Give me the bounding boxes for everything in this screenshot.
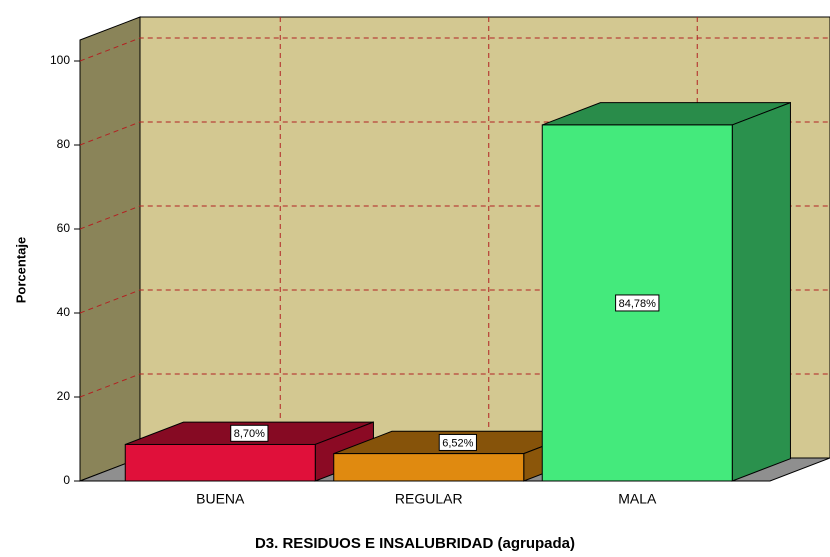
bar-front (124, 443, 316, 482)
x-tick-label: REGULAR (395, 491, 463, 507)
grid-line (79, 37, 830, 62)
value-label: 6,52% (442, 437, 473, 449)
value-label-box (230, 424, 269, 442)
chart-title: D3. RESIDUOS E INSALUBRIDAD (agrupada) (255, 535, 575, 552)
y-tick-label: 60 (57, 221, 71, 235)
bar (541, 101, 791, 482)
x-tick-label: MALA (618, 491, 657, 507)
y-tick-label: 20 (57, 389, 71, 403)
y-tick-label: 100 (50, 53, 70, 67)
bar (124, 421, 374, 482)
y-tick-label: 80 (57, 137, 71, 151)
left-wall (79, 16, 141, 482)
y-tick-label: 0 (63, 473, 70, 487)
value-label: 84,78% (619, 298, 657, 310)
y-tick-label: 40 (57, 305, 71, 319)
bar-front (333, 453, 525, 482)
y-axis-label: Porcentaje (13, 237, 28, 303)
value-label-box (438, 433, 477, 451)
bar-side (731, 101, 791, 482)
value-label-box (615, 294, 660, 312)
x-tick-label: BUENA (196, 491, 245, 507)
value-label: 8,70% (234, 428, 265, 440)
